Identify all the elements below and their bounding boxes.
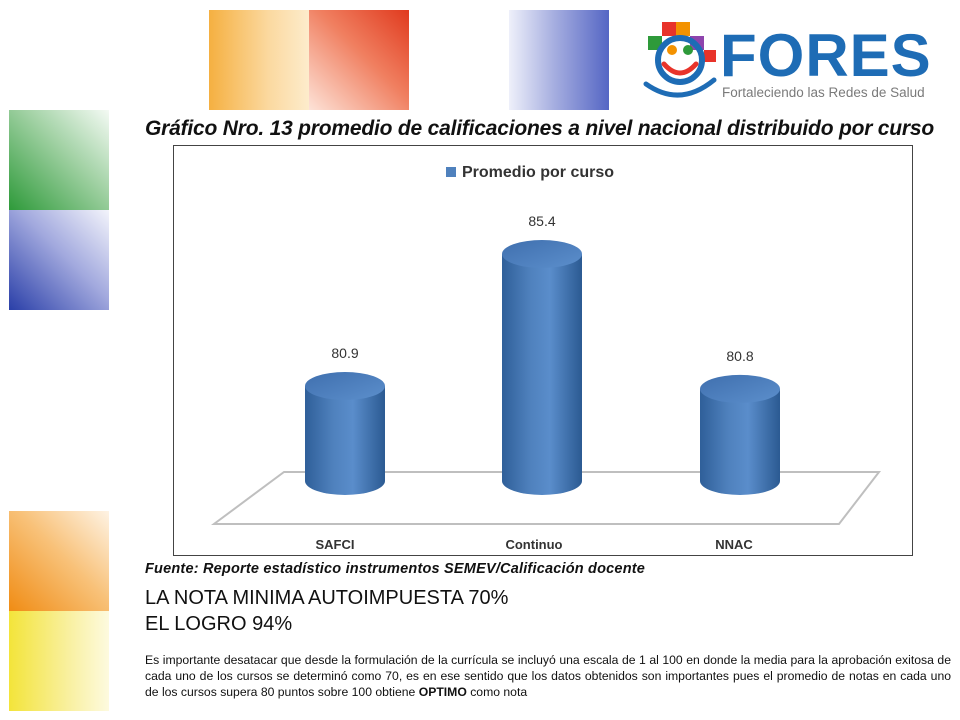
bar-chart: Promedio por curso 80.9 SAFCI 85.4 Continuo… (210, 164, 882, 552)
decor-square-blue-left (9, 210, 109, 310)
legend-swatch (446, 167, 456, 177)
chart-legend: Promedio por curso (446, 164, 614, 181)
paragraph-emphasis: OPTIMO (418, 685, 467, 699)
category-label: SAFCI (316, 537, 355, 552)
category-label: Continuo (505, 537, 562, 552)
minimum-grade-note: LA NOTA MINIMA AUTOIMPUESTA 70% (145, 587, 509, 609)
category-label: NNAC (715, 537, 753, 552)
bar-body (305, 386, 385, 495)
fores-emblem-icon (643, 22, 717, 98)
decor-square-green (9, 110, 109, 210)
bar-top (700, 374, 780, 403)
bar-continuo (502, 240, 582, 495)
chart-title: Gráfico Nro. 13 promedio de calificacion… (145, 117, 934, 140)
achievement-note: EL LOGRO 94% (145, 613, 293, 635)
bar-nnac (700, 374, 780, 495)
explanation-paragraph: Es importante desatacar que desde la for… (145, 652, 951, 700)
logo-wordmark: FORES (720, 22, 932, 89)
decor-square-red (309, 10, 409, 110)
fores-logo: FORES Fortaleciendo las Redes de Salud (640, 20, 932, 105)
legend-label: Promedio por curso (462, 164, 614, 181)
decor-square-yellow (9, 611, 109, 711)
data-label: 85.4 (528, 213, 555, 229)
paragraph-tail: como nota (470, 685, 528, 699)
logo-tagline: Fortaleciendo las Redes de Salud (722, 85, 925, 100)
paragraph-text: Es importante desatacar que desde la for… (145, 653, 951, 699)
decor-square-orange-left (9, 511, 109, 611)
bar-top (502, 240, 582, 268)
bar-top (305, 372, 385, 400)
data-label: 80.8 (726, 348, 753, 364)
data-label: 80.9 (331, 345, 358, 361)
bar-body (700, 388, 780, 495)
bar-safci (305, 372, 385, 495)
bar-body (502, 254, 582, 495)
chart-source: Fuente: Reporte estadístico instrumentos… (145, 561, 646, 577)
decor-square-orange (209, 10, 309, 110)
chart-frame: Promedio por curso 80.9 SAFCI 85.4 Continuo… (173, 145, 913, 556)
decor-square-blue (509, 10, 609, 110)
